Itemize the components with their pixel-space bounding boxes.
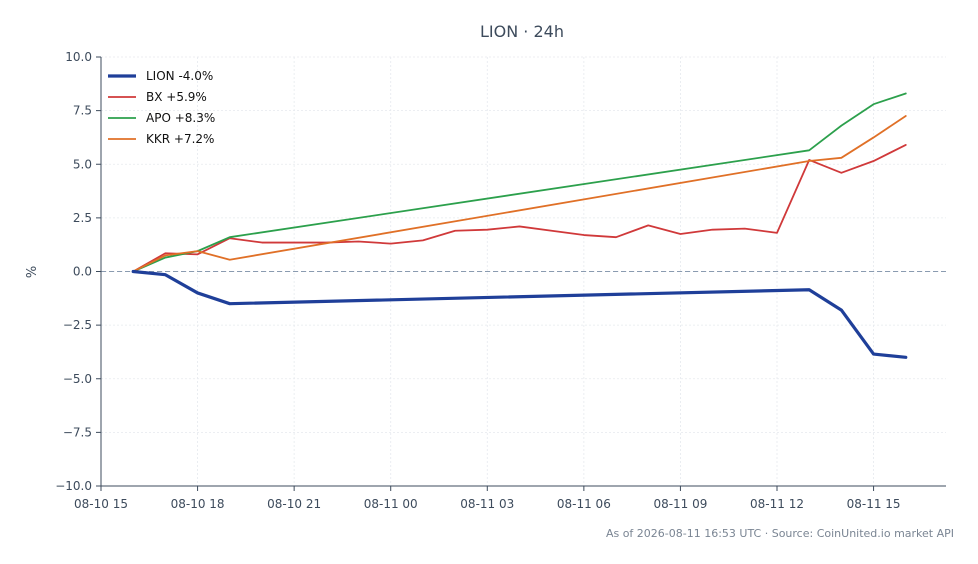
legend: LION -4.0% BX +5.9% APO +8.3% KKR +7.2% (108, 69, 215, 146)
series-line-bx (132, 144, 907, 273)
legend-label-apo: APO +8.3% (146, 111, 215, 125)
series-line-kkr (132, 115, 907, 273)
series-group (131, 92, 908, 359)
series-line-lion (131, 269, 908, 359)
x-tick-label: 08-11 00 (364, 497, 418, 511)
chart-title: LION · 24h (480, 22, 564, 41)
footer-source: As of 2026-08-11 16:53 UTC · Source: Coi… (606, 527, 954, 540)
y-tick-label: 7.5 (73, 104, 92, 118)
y-axis-ticks: 10.0 7.5 5.0 2.5 0.0 −2.5 −5.0 −7.5 −10.0 (55, 50, 101, 493)
x-tick-label: 08-11 09 (653, 497, 707, 511)
x-axis-ticks: 08-10 15 08-10 18 08-10 21 08-11 00 08-11 03… (74, 486, 901, 511)
y-tick-label: −7.5 (63, 425, 92, 439)
x-tick-label: 08-11 12 (750, 497, 804, 511)
series-line-apo (132, 92, 907, 273)
grid (100, 56, 946, 487)
y-axis-label: % (25, 266, 40, 278)
legend-label-kkr: KKR +7.2% (146, 132, 214, 146)
x-tick-label: 08-10 18 (171, 497, 225, 511)
y-tick-label: −5.0 (63, 372, 92, 386)
legend-label-lion: LION -4.0% (146, 69, 213, 83)
legend-label-bx: BX +5.9% (146, 90, 207, 104)
axes (100, 57, 946, 487)
y-tick-label: −2.5 (63, 318, 92, 332)
x-tick-label: 08-11 06 (557, 497, 611, 511)
x-tick-label: 08-11 15 (847, 497, 901, 511)
y-tick-label: 0.0 (73, 265, 92, 279)
x-tick-label: 08-10 15 (74, 497, 128, 511)
x-tick-label: 08-10 21 (267, 497, 321, 511)
y-tick-label: 10.0 (65, 50, 92, 64)
y-tick-label: −10.0 (55, 479, 92, 493)
x-tick-label: 08-11 03 (460, 497, 514, 511)
y-tick-label: 5.0 (73, 157, 92, 171)
y-tick-label: 2.5 (73, 211, 92, 225)
